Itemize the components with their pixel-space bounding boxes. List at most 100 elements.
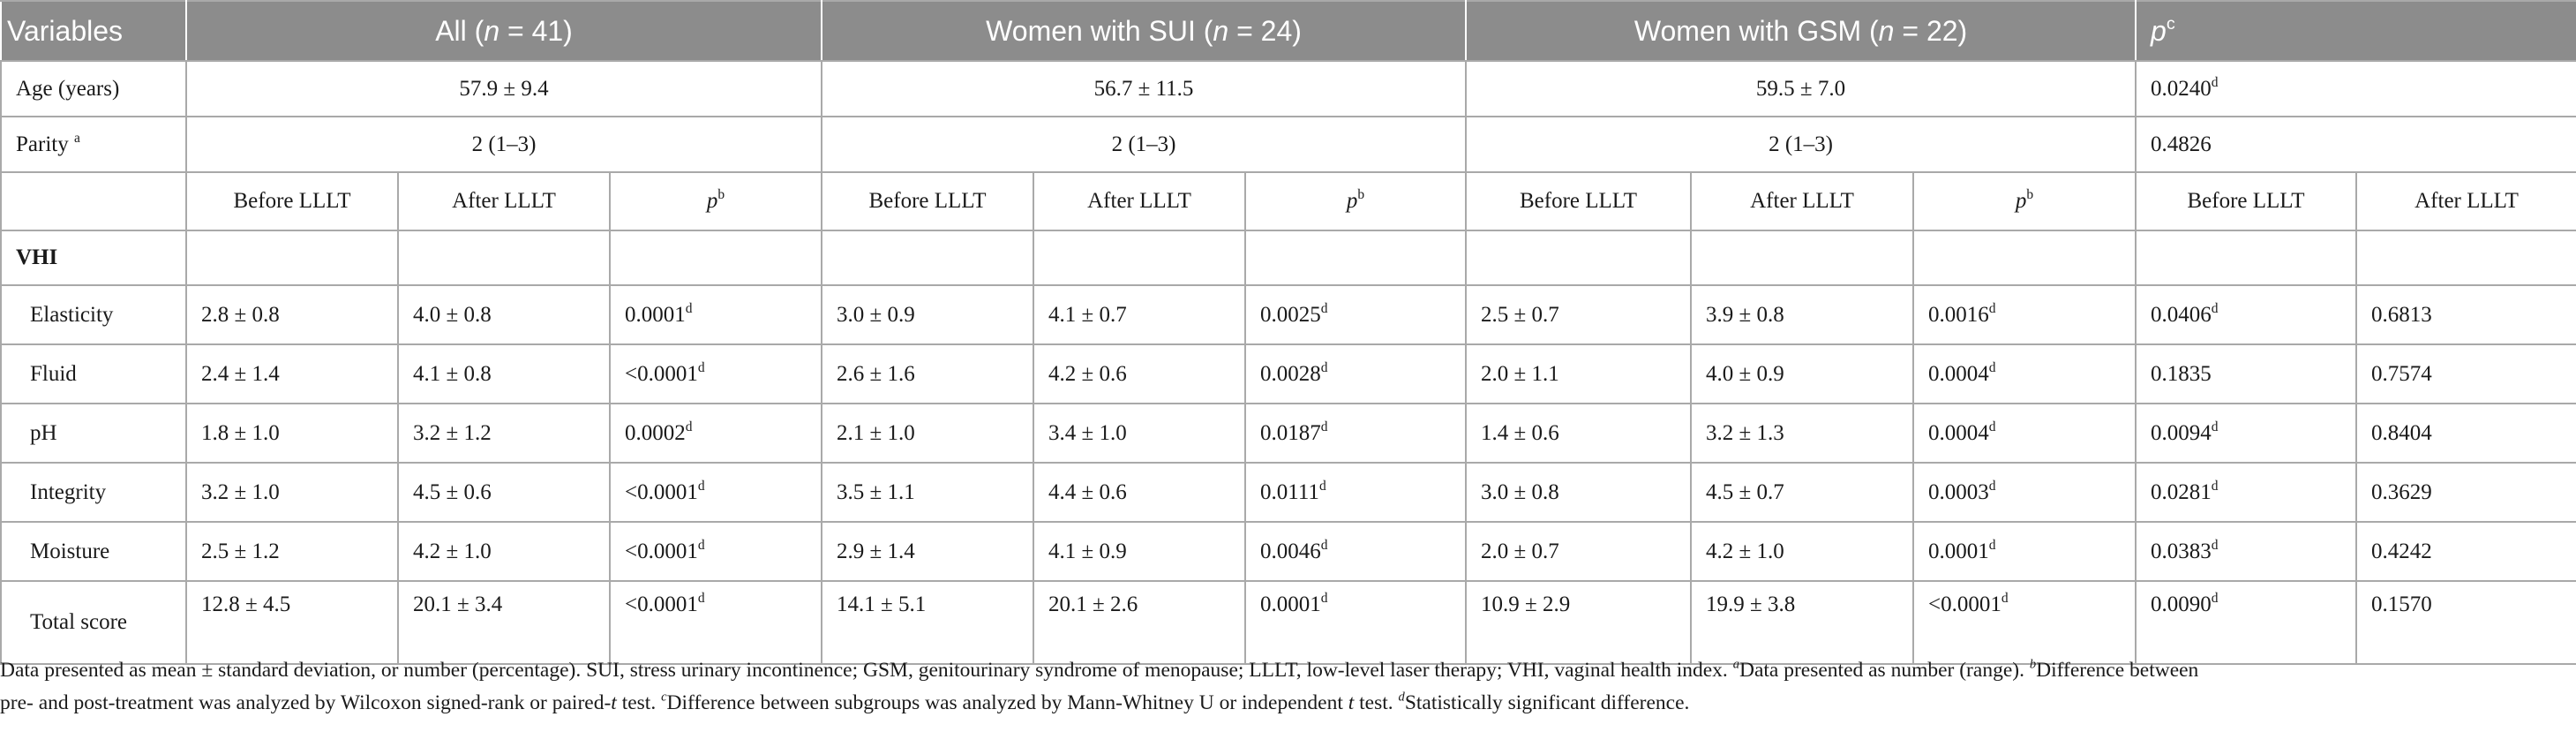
cell-all-b: 1.8 ± 1.0 <box>185 403 399 464</box>
table-row-age: Age (years) 57.9 ± 9.4 56.7 ± 11.5 59.5 … <box>0 60 2576 117</box>
cell-sui-a: 4.1 ± 0.7 <box>1033 284 1247 345</box>
cell-gsm-a: 3.9 ± 0.8 <box>1690 284 1915 345</box>
empty-cell <box>1690 230 1915 286</box>
cell-sui-a: 3.4 ± 1.0 <box>1033 403 1247 464</box>
subheader-p: pb <box>1244 171 1468 231</box>
empty-cell <box>2135 230 2358 286</box>
header-all: All (n = 41) <box>184 0 823 62</box>
table-row-parity: Parity a 2 (1–3) 2 (1–3) 2 (1–3) 0.4826 <box>0 116 2576 173</box>
subheader-p: pb <box>608 171 823 231</box>
empty-cell <box>2355 230 2576 286</box>
cell-gsm-p: 0.0003d <box>1912 462 2137 523</box>
cell-pc-b: 0.1835 <box>2135 343 2358 404</box>
cell-gsm-a: 4.5 ± 0.7 <box>1690 462 1915 523</box>
subheader-p: pb <box>1912 171 2137 231</box>
cell-all-p: <0.0001d <box>608 580 823 665</box>
table-row-vhi: VHI <box>0 230 2576 286</box>
cell-gsm-a: 19.9 ± 3.8 <box>1690 580 1915 665</box>
subheader-after: After LLLT <box>397 171 611 231</box>
cell-gsm-b: 3.0 ± 0.8 <box>1465 462 1693 523</box>
row-label: Integrity <box>0 462 187 523</box>
cell-sui-b: 3.5 ± 1.1 <box>821 462 1035 523</box>
cell-sui-b: 14.1 ± 5.1 <box>821 580 1035 665</box>
cell-sui-b: 2.1 ± 1.0 <box>821 403 1035 464</box>
cell-sui-a: 4.2 ± 0.6 <box>1033 343 1247 404</box>
subheader-after: After LLLT <box>1690 171 1915 231</box>
cell-all-a: 20.1 ± 3.4 <box>397 580 611 665</box>
parity-all: 2 (1–3) <box>184 116 823 173</box>
subheader-after: After LLLT <box>1033 171 1247 231</box>
subheader-before: Before LLLT <box>821 171 1035 231</box>
cell-sui-p: 0.0028d <box>1244 343 1468 404</box>
cell-sui-a: 4.4 ± 0.6 <box>1033 462 1247 523</box>
cell-all-b: 3.2 ± 1.0 <box>185 462 399 523</box>
header-variables: Variables <box>0 0 187 62</box>
cell-all-b: 12.8 ± 4.5 <box>185 580 399 665</box>
subheader-before: Before LLLT <box>1465 171 1693 231</box>
vhi-label: VHI <box>0 230 187 286</box>
cell-pc-b: 0.0383d <box>2135 521 2358 582</box>
cell-sui-a: 4.1 ± 0.9 <box>1033 521 1247 582</box>
cell-all-a: 4.1 ± 0.8 <box>397 343 611 404</box>
age-p: 0.0240d <box>2135 60 2576 117</box>
header-gsm: Women with GSM (n = 22) <box>1465 0 2137 62</box>
parity-gsm: 2 (1–3) <box>1465 116 2137 173</box>
empty-cell <box>397 230 611 286</box>
cell-all-b: 2.4 ± 1.4 <box>185 343 399 404</box>
empty-cell <box>821 230 1035 286</box>
cell-gsm-b: 2.0 ± 1.1 <box>1465 343 1693 404</box>
cell-all-p: <0.0001d <box>608 462 823 523</box>
cell-gsm-b: 2.5 ± 0.7 <box>1465 284 1693 345</box>
cell-sui-b: 3.0 ± 0.9 <box>821 284 1035 345</box>
cell-gsm-b: 1.4 ± 0.6 <box>1465 403 1693 464</box>
row-label: Parity a <box>0 116 187 173</box>
cell-gsm-p: 0.0016d <box>1912 284 2137 345</box>
empty-cell <box>1465 230 1693 286</box>
cell-all-p: 0.0001d <box>608 284 823 345</box>
cell-all-a: 4.5 ± 0.6 <box>397 462 611 523</box>
table-row: Elasticity 2.8 ± 0.8 4.0 ± 0.8 0.0001d 3.0 ±… <box>0 284 2576 345</box>
subheader-row: Before LLLT After LLLT pb Before LLLT Af… <box>0 171 2576 231</box>
table-row: pH 1.8 ± 1.0 3.2 ± 1.2 0.0002d 2.1 ± 1.0 3.4 … <box>0 403 2576 464</box>
cell-pc-b: 0.0406d <box>2135 284 2358 345</box>
footnote-line-2: pre- and post-treatment was analyzed by … <box>0 690 1690 714</box>
cell-gsm-a: 4.0 ± 0.9 <box>1690 343 1915 404</box>
empty-cell <box>1244 230 1468 286</box>
subheader-before: Before LLLT <box>2135 171 2358 231</box>
cell-all-p: 0.0002d <box>608 403 823 464</box>
table-row: Integrity 3.2 ± 1.0 4.5 ± 0.6 <0.0001d 3.5 ±… <box>0 462 2576 523</box>
cell-pc-b: 0.0090d <box>2135 580 2358 665</box>
row-label: Total score <box>0 580 187 665</box>
subheader-after: After LLLT <box>2355 171 2576 231</box>
row-label: Moisture <box>0 521 187 582</box>
subheader-before: Before LLLT <box>185 171 399 231</box>
header-p: pc <box>2135 0 2576 62</box>
cell-pc-b: 0.0094d <box>2135 403 2358 464</box>
row-label: Fluid <box>0 343 187 404</box>
cell-gsm-p: 0.0004d <box>1912 343 2137 404</box>
cell-pc-a: 0.3629 <box>2355 462 2576 523</box>
age-all: 57.9 ± 9.4 <box>184 60 823 117</box>
cell-pc-a: 0.4242 <box>2355 521 2576 582</box>
cell-sui-p: 0.0111d <box>1244 462 1468 523</box>
cell-sui-b: 2.6 ± 1.6 <box>821 343 1035 404</box>
vhi-rows: Elasticity 2.8 ± 0.8 4.0 ± 0.8 0.0001d 3.0 ±… <box>0 284 2576 665</box>
cell-gsm-p: 0.0004d <box>1912 403 2137 464</box>
table-container: Variables All (n = 41) Women with SUI (n… <box>0 0 2576 665</box>
cell-gsm-p: 0.0001d <box>1912 521 2137 582</box>
cell-all-b: 2.8 ± 0.8 <box>185 284 399 345</box>
table-row: Moisture 2.5 ± 1.2 4.2 ± 1.0 <0.0001d 2.9 ± … <box>0 521 2576 582</box>
cell-all-p: <0.0001d <box>608 343 823 404</box>
cell-pc-a: 0.6813 <box>2355 284 2576 345</box>
cell-all-a: 4.2 ± 1.0 <box>397 521 611 582</box>
cell-sui-b: 2.9 ± 1.4 <box>821 521 1035 582</box>
table-row: Total score 12.8 ± 4.5 20.1 ± 3.4 <0.0001d 1… <box>0 580 2576 665</box>
table-header-row: Variables All (n = 41) Women with SUI (n… <box>0 0 2576 62</box>
cell-all-b: 2.5 ± 1.2 <box>185 521 399 582</box>
cell-pc-a: 0.8404 <box>2355 403 2576 464</box>
cell-gsm-a: 4.2 ± 1.0 <box>1690 521 1915 582</box>
parity-p: 0.4826 <box>2135 116 2576 173</box>
cell-sui-p: 0.0001d <box>1244 580 1468 665</box>
cell-sui-p: 0.0046d <box>1244 521 1468 582</box>
table-footnote: Data presented as mean ± standard deviat… <box>0 654 2576 720</box>
